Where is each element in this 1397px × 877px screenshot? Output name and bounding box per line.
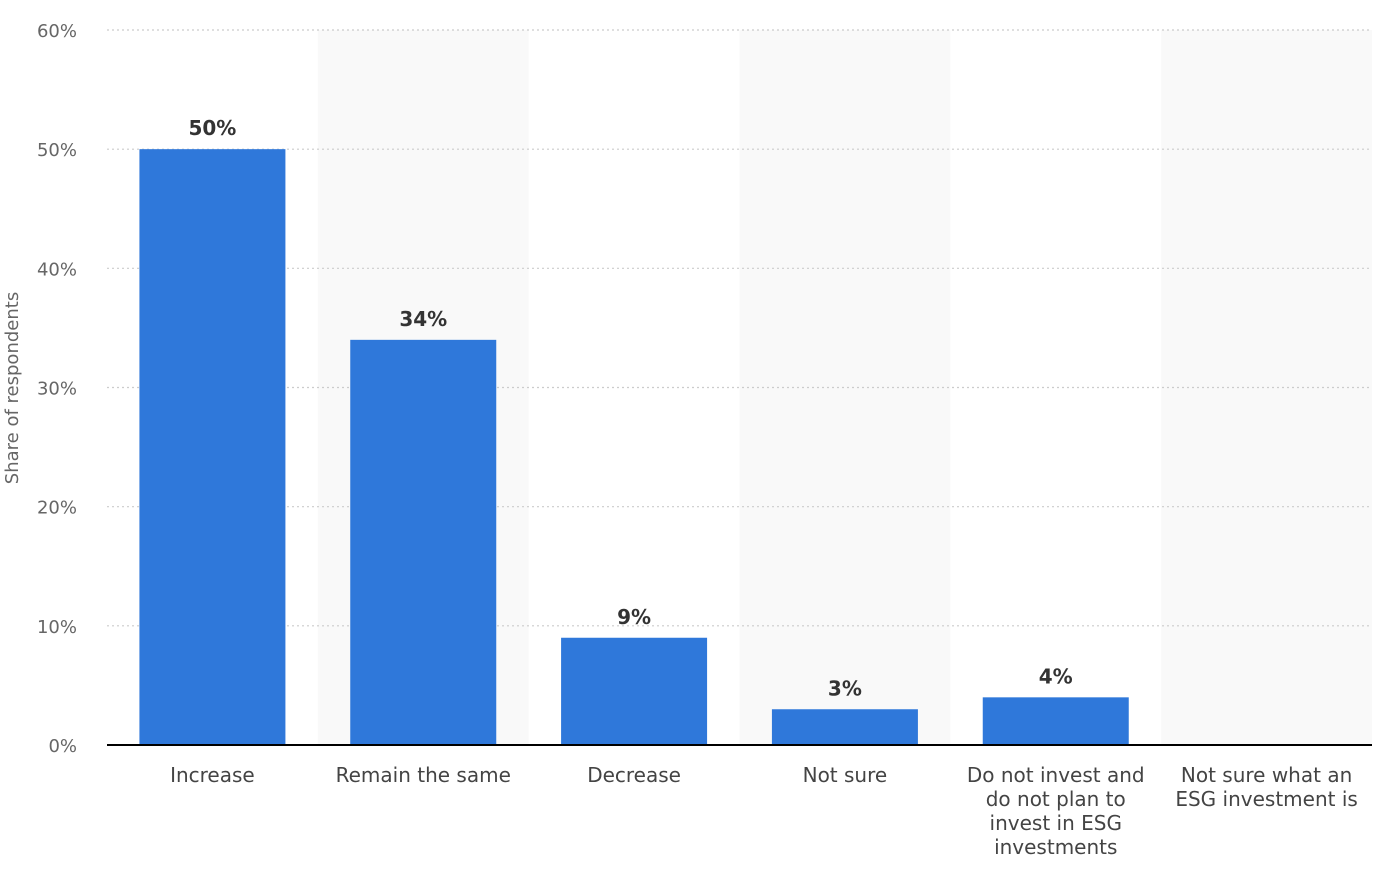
x-tick-label: Do not invest and do not plan to invest …	[966, 763, 1145, 859]
bar-increase	[139, 149, 286, 745]
y-axis-ticks: 0% 10% 20% 30% 40% 50% 60%	[37, 21, 77, 757]
data-labels: 50% 34% 9% 3% 4%	[188, 116, 1072, 700]
bar-remain-the-same	[350, 339, 497, 745]
band-not-sure	[739, 30, 951, 745]
bar-not-sure	[771, 709, 918, 745]
y-tick-label: 10%	[37, 617, 77, 638]
y-axis-label: Share of respondents	[2, 292, 23, 484]
band-not-sure-what-an-esg-investment-is	[1161, 30, 1372, 745]
gridlines	[107, 29, 1372, 627]
data-label: 9%	[617, 605, 651, 629]
x-tick-label: Not sure what an ESG investment is	[1175, 763, 1358, 811]
bars	[139, 149, 1129, 745]
y-tick-label: 0%	[48, 736, 77, 757]
x-tick-label: Decrease	[587, 763, 681, 787]
data-label: 50%	[188, 116, 236, 140]
x-tick-label: Not sure	[802, 763, 888, 787]
data-label: 4%	[1039, 664, 1073, 688]
bar-do-not-invest-and-do-not-plan-to-invest-in-esg-investments	[982, 697, 1129, 745]
y-tick-label: 30%	[37, 379, 77, 400]
y-tick-label: 20%	[37, 498, 77, 519]
bar-decrease	[561, 637, 708, 745]
y-tick-label: 50%	[37, 140, 77, 161]
x-tick-label: Remain the same	[335, 763, 511, 787]
data-label: 34%	[399, 307, 447, 331]
x-tick-label: Increase	[170, 763, 255, 787]
y-tick-label: 60%	[37, 21, 77, 42]
data-label: 3%	[828, 676, 862, 700]
y-tick-label: 40%	[37, 259, 77, 280]
